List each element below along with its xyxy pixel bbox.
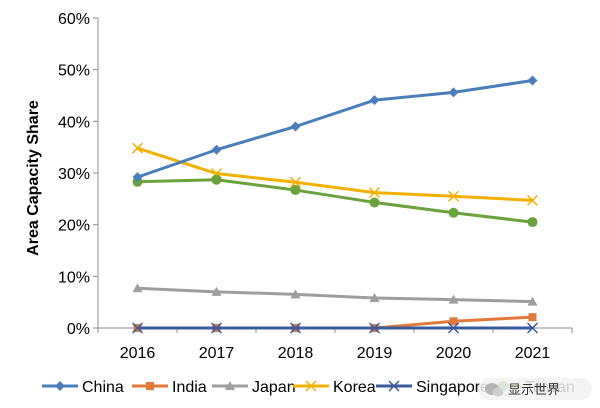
marker-stroke (447, 322, 460, 334)
marker-stroke (526, 322, 539, 334)
data-point-korea (526, 194, 539, 206)
legend-label-china: China (82, 379, 124, 396)
x-tick-label: 2020 (436, 345, 472, 362)
y-tick-label: 60% (58, 11, 90, 28)
legend-label-japan: Japan (252, 379, 296, 396)
marker-stroke (210, 322, 223, 334)
legend-marker-singapore (388, 380, 400, 392)
legend-item-india: India (132, 379, 207, 396)
series-layer (131, 75, 539, 334)
watermark-background (478, 378, 592, 400)
y-tick-label: 50% (58, 63, 90, 80)
marker-stroke (447, 190, 460, 202)
legend-marker-india (146, 382, 154, 390)
watermark: 显示世界 (478, 378, 592, 400)
y-axis-title: Area Capacity Share (25, 100, 42, 256)
x-tick-label: 2017 (199, 345, 235, 362)
marker-stroke (289, 176, 302, 188)
data-point-china (211, 144, 222, 155)
data-point-china (369, 95, 380, 106)
x-tick-label: 2018 (278, 345, 314, 362)
legend-marker-korea (305, 380, 317, 392)
data-point-taiwan (527, 217, 538, 228)
data-point-korea (447, 190, 460, 202)
data-point-singapore (289, 322, 302, 334)
legend-label-singapore: Singapore (416, 379, 489, 396)
data-point-singapore (131, 322, 144, 334)
series-line-korea (137, 146, 533, 202)
x-tick-label: 2021 (515, 345, 551, 362)
legend-marker-china (55, 381, 65, 391)
data-point-japan (527, 296, 538, 306)
series-japan (132, 283, 538, 306)
series-korea (131, 142, 539, 206)
data-point-china (448, 87, 459, 98)
data-point-india (449, 317, 458, 326)
y-tick-label: 40% (58, 114, 90, 131)
series-singapore (131, 322, 539, 334)
marker-stroke (305, 380, 317, 392)
marker-stroke (526, 194, 539, 206)
data-point-singapore (447, 322, 460, 334)
legend-item-korea: Korea (293, 379, 376, 396)
data-point-japan (132, 283, 143, 293)
marker-stroke (388, 380, 400, 392)
y-tick-labels: 0% 10% 20% 30% 40% 50% 60% (58, 11, 90, 338)
data-point-taiwan (290, 185, 301, 196)
legend-label-india: India (172, 379, 207, 396)
data-point-japan (448, 294, 459, 304)
legend-item-singapore: Singapore (376, 379, 489, 396)
marker-stroke (368, 187, 381, 199)
series-taiwan (132, 174, 538, 228)
x-tick-label: 2019 (357, 345, 393, 362)
data-point-singapore (526, 322, 539, 334)
data-point-singapore (368, 322, 381, 334)
data-point-singapore (210, 322, 223, 334)
series-china (132, 75, 538, 183)
data-point-korea (131, 142, 144, 154)
y-tick-label: 10% (58, 269, 90, 286)
legend-item-japan: Japan (212, 379, 296, 396)
data-point-japan (290, 289, 301, 299)
series-line-china (137, 79, 533, 179)
legend-marker-japan (225, 381, 235, 390)
watermark-text: 显示世界 (508, 383, 560, 398)
x-tick-label: 2016 (120, 345, 156, 362)
data-point-japan (211, 286, 222, 296)
marker-stroke (289, 322, 302, 334)
legend-item-china: China (42, 379, 124, 396)
data-point-china (290, 121, 301, 132)
data-point-taiwan (448, 207, 459, 218)
data-point-korea (368, 187, 381, 199)
marker-stroke (131, 322, 144, 334)
wechat-icon (485, 383, 504, 397)
y-tick-label: 30% (58, 166, 90, 183)
series-line-japan (137, 286, 533, 304)
y-tick-label: 0% (67, 321, 90, 338)
data-point-china (132, 172, 143, 183)
y-tick-label: 20% (58, 218, 90, 235)
marker-stroke (368, 322, 381, 334)
x-tick-labels: 2016 2017 2018 2019 2020 2021 (120, 345, 551, 362)
data-point-india (528, 313, 537, 322)
data-point-taiwan (211, 174, 222, 185)
legend-label-korea: Korea (333, 379, 376, 396)
data-point-korea (289, 176, 302, 188)
series-line-taiwan (137, 178, 533, 224)
data-point-china (527, 75, 538, 86)
marker-stroke (131, 142, 144, 154)
data-point-taiwan (369, 197, 380, 208)
data-point-japan (369, 293, 380, 303)
